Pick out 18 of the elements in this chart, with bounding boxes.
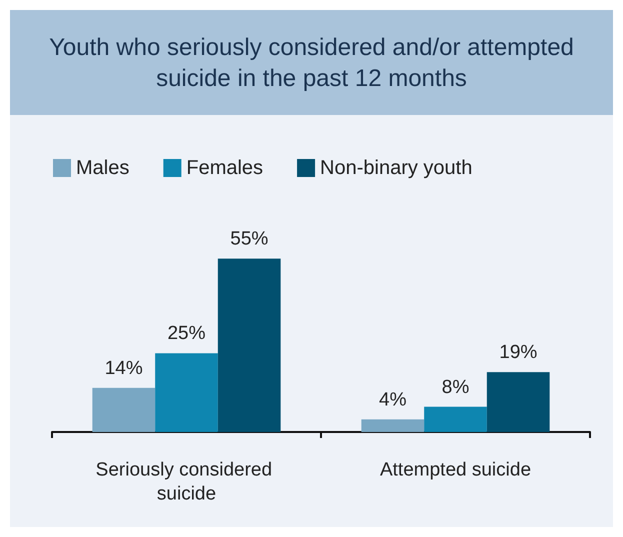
x-tick-label: Seriously considered suicide	[96, 460, 278, 504]
bar	[486, 372, 550, 432]
legend-label: Females	[186, 157, 264, 179]
legend-label: Males	[76, 157, 130, 179]
bar	[155, 353, 218, 432]
data-label: 4%	[379, 389, 407, 410]
data-label: 55%	[230, 228, 268, 250]
data-label: 14%	[104, 358, 143, 379]
x-tick-label: Attempted suicide	[380, 460, 532, 480]
bar	[361, 419, 424, 432]
legend-label: Non-binary youth	[320, 157, 472, 179]
data-label: 25%	[167, 323, 206, 344]
bar	[92, 388, 156, 432]
bar	[424, 406, 487, 432]
data-label: 19%	[499, 342, 538, 364]
bar	[218, 258, 281, 432]
chart-title: Youth who seriously considered and/or attempted suicide in the past 12 months	[10, 10, 613, 115]
data-label: 8%	[442, 376, 470, 398]
